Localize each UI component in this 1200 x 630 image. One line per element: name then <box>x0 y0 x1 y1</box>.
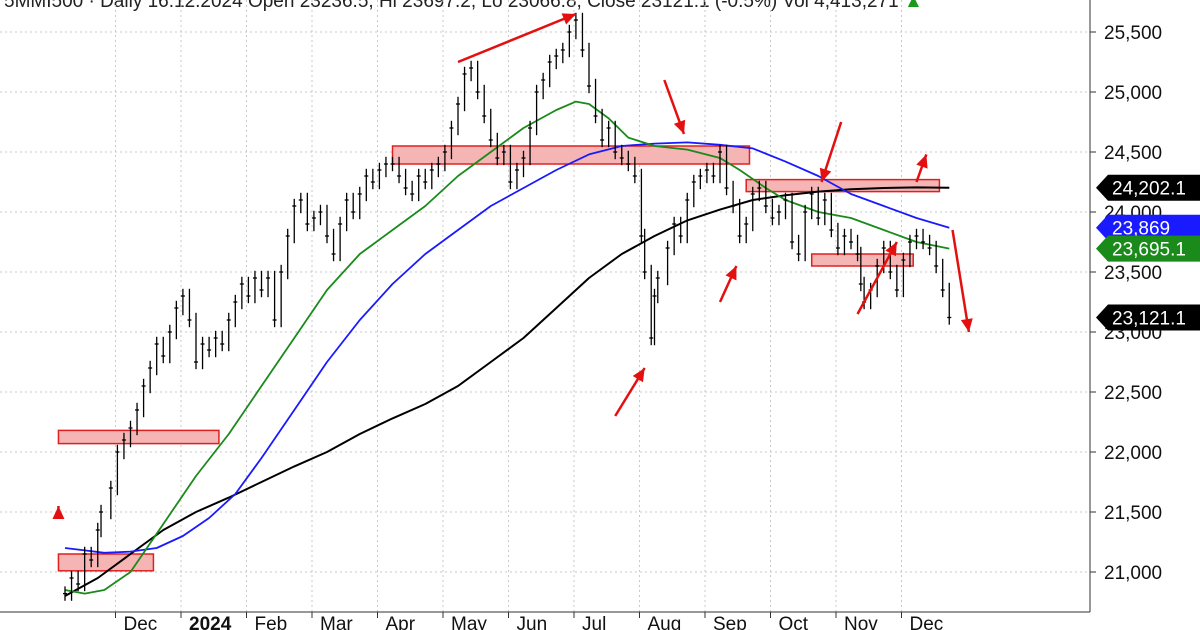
ma200-path <box>64 186 950 597</box>
price-tag-bg <box>1096 174 1200 201</box>
annotation-arrows <box>52 12 973 519</box>
chart-header: 5MMI500 · Daily 16.12.2024 Open 23236.5,… <box>4 0 923 13</box>
price-tag: 23,695.1 <box>1096 235 1200 262</box>
red-arrow <box>819 121 843 183</box>
y-tick-label: 25,000 <box>1104 83 1162 104</box>
y-tick-label: 21,500 <box>1104 503 1162 524</box>
red-arrow <box>663 79 686 135</box>
price-tag-bg <box>1096 235 1200 262</box>
x-tick-label: Dec <box>124 614 158 630</box>
y-axis: 21,00021,50022,00022,50023,00023,50024,0… <box>0 0 1162 613</box>
x-tick-label: Aug <box>648 614 682 630</box>
resistance-zone <box>810 253 914 267</box>
x-tick-label: Dec <box>910 614 944 630</box>
resistance-zone <box>391 145 751 165</box>
x-tick-label: 2024 <box>189 614 232 630</box>
resistance-zone <box>57 429 220 445</box>
arrow-shaft <box>951 229 971 333</box>
price-tag-text: 24,202.1 <box>1112 179 1186 200</box>
x-tick-label: Mar <box>320 614 353 630</box>
arrow-head <box>673 119 686 134</box>
arrow-head <box>632 368 645 383</box>
x-tick-label: Sep <box>713 614 747 630</box>
price-tag: 23,869 <box>1096 214 1200 241</box>
red-arrow <box>915 153 928 183</box>
y-tick-label: 22,500 <box>1104 383 1162 404</box>
ma50-line <box>64 100 950 595</box>
ma200-line <box>64 186 950 597</box>
arrow-head <box>561 13 576 25</box>
x-tick-label: Jul <box>582 614 606 630</box>
red-arrow <box>718 265 738 303</box>
x-tick-label: Nov <box>844 614 878 630</box>
arrow-head <box>885 242 897 257</box>
price-tag-bg <box>1096 304 1200 331</box>
resistance-zones <box>57 145 941 572</box>
price-tag-bg <box>1096 214 1200 241</box>
x-tick-label: Apr <box>386 614 416 630</box>
ma50-path <box>64 100 950 595</box>
arrow-shaft <box>457 12 577 64</box>
grid-lines <box>0 0 1090 612</box>
x-axis: Dec 2024 Feb Mar Apr May Jun Jul Aug Sep Oct Nov Dec <box>115 612 944 630</box>
x-tick-label: Feb <box>255 614 288 630</box>
red-arrow <box>52 506 65 519</box>
y-tick-label: 22,000 <box>1104 443 1162 464</box>
arrow-shaft <box>856 241 898 315</box>
ma100-path <box>64 141 950 554</box>
arrow-head <box>819 167 832 182</box>
red-arrow <box>951 229 973 333</box>
red-arrow <box>614 367 646 417</box>
arrow-head <box>960 318 973 332</box>
price-tag-text: 23,695.1 <box>1112 240 1186 261</box>
x-tick-label: May <box>451 614 487 630</box>
red-arrow <box>457 12 577 64</box>
price-tag-text: 23,869 <box>1112 219 1170 240</box>
resistance-zone <box>57 553 155 572</box>
arrow-head <box>916 154 928 169</box>
y-tick-label: 25,500 <box>1104 23 1162 44</box>
price-tag: 23,121.1 <box>1096 304 1200 331</box>
x-tick-label: Jun <box>517 614 548 630</box>
price-tag-text: 23,121.1 <box>1112 308 1186 329</box>
y-tick-label: 23,500 <box>1104 263 1162 284</box>
ma100-line <box>64 141 950 554</box>
price-tag: 24,202.1 <box>1096 174 1200 201</box>
y-tick-label: 21,000 <box>1104 563 1162 584</box>
arrow-head <box>725 266 737 281</box>
header-tail-glyph: ▲ <box>903 0 923 12</box>
header-summary: 5MMI500 · Daily 16.12.2024 Open 23236.5,… <box>4 0 899 12</box>
y-tick-label: 24,500 <box>1104 143 1162 164</box>
red-arrow <box>856 241 898 315</box>
x-tick-label: Oct <box>779 614 809 630</box>
arrow-head <box>52 506 65 519</box>
